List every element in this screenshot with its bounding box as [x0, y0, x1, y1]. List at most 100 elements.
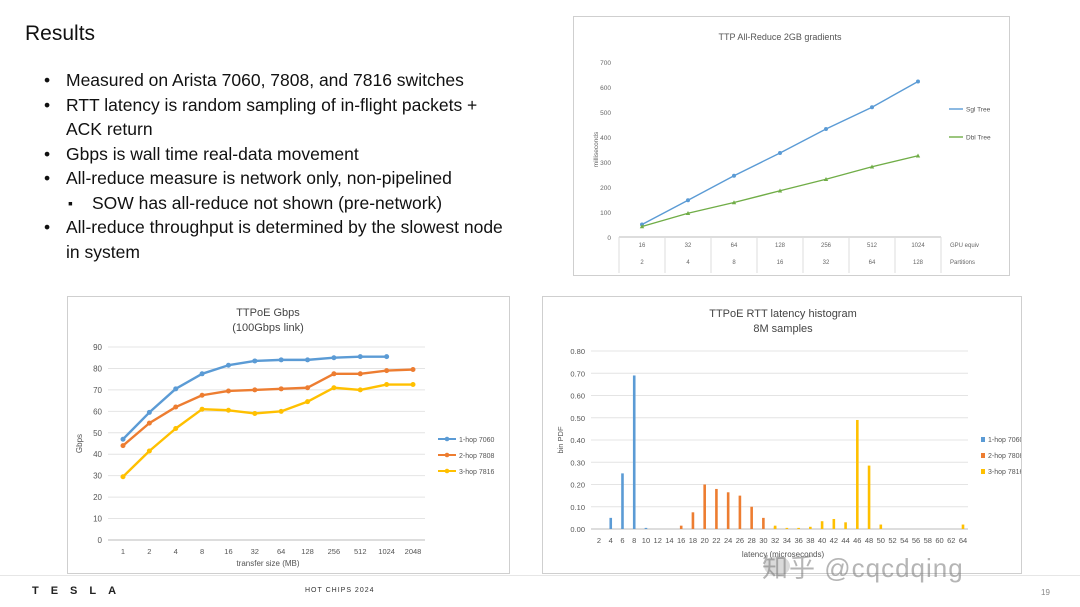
histogram-bar — [773, 525, 777, 529]
y-tick-label: 0.60 — [570, 392, 585, 401]
data-point — [331, 355, 337, 361]
x-tick-label: 256 — [821, 243, 832, 249]
histogram-bar — [785, 527, 789, 529]
data-point — [173, 386, 179, 392]
watermark: 知乎 @cqcdqing — [762, 553, 964, 583]
y-tick-label: 0.20 — [570, 481, 585, 490]
event-name: HOT CHIPS 2024 — [305, 587, 375, 594]
histogram-bar — [644, 527, 648, 529]
histogram-bar — [809, 526, 812, 529]
x-tick-label: 32 — [771, 536, 779, 545]
data-point — [777, 188, 783, 193]
histogram-bar — [632, 375, 636, 529]
data-point — [173, 404, 179, 410]
x-tick-label: 1024 — [911, 243, 925, 249]
histogram-bar — [679, 525, 683, 529]
y-tick-label: 700 — [600, 60, 611, 67]
x-tick-label: 52 — [888, 536, 896, 545]
x-tick-label: 60 — [935, 536, 943, 545]
y-tick-label: 0 — [98, 536, 103, 545]
data-point — [225, 388, 231, 394]
x-tick-label: 16 — [224, 547, 232, 556]
series-line-1-hop-7060 — [122, 355, 387, 441]
y-tick-label: 30 — [93, 472, 102, 481]
data-point — [384, 368, 390, 374]
x-tick-label: 128 — [775, 243, 786, 249]
histogram-bar — [867, 465, 871, 529]
x-tick-label: 32 — [251, 547, 259, 556]
y-tick-label: 200 — [600, 185, 611, 192]
data-point — [252, 358, 258, 364]
data-point — [199, 392, 205, 398]
wechat-icon — [764, 556, 790, 576]
x-tick-label: 48 — [865, 536, 873, 545]
bullet-item: Measured on Arista 7060, 7808, and 7816 … — [44, 68, 514, 93]
data-point — [410, 367, 416, 373]
histogram-bar — [691, 512, 695, 529]
legend-swatch — [981, 453, 985, 458]
y-axis-label: milliseconds — [593, 131, 600, 167]
legend-label: 1-hop 7060 — [988, 437, 1021, 444]
x-tick-label: 32 — [823, 260, 830, 266]
data-point — [384, 354, 390, 360]
data-point — [331, 371, 337, 377]
legend-label: 3-hop 7816 — [459, 469, 495, 476]
x-tick-label: 12 — [654, 536, 662, 545]
allreduce-chart: TTP All-Reduce 2GB gradients 0 100 200 300 40… — [593, 32, 991, 273]
y-tick-label: 10 — [93, 515, 102, 524]
x-tick-label: 34 — [783, 536, 791, 545]
x-tick-label: 62 — [947, 536, 955, 545]
data-point — [278, 408, 284, 414]
chart-subtitle: (100Gbps link) — [232, 322, 304, 334]
histogram-bar — [856, 419, 859, 529]
bullet-item: All-reduce throughput is determined by t… — [44, 215, 514, 264]
legend-label: 3-hop 7816 — [988, 469, 1021, 476]
x-tick-label: 14 — [665, 536, 673, 545]
x-tick-label: 1024 — [378, 547, 395, 556]
x-tick-label: 4 — [609, 536, 613, 545]
legend-label: 2-hop 7808 — [988, 453, 1021, 460]
data-point — [225, 362, 231, 368]
data-point — [146, 409, 152, 415]
histogram-bar — [738, 495, 742, 529]
x-tick-label: 42 — [830, 536, 838, 545]
legend-marker — [444, 468, 450, 474]
data-point — [120, 474, 126, 480]
footer-divider — [0, 575, 1080, 576]
y-tick-label: 40 — [93, 450, 102, 459]
legend-label: 1-hop 7060 — [459, 437, 495, 444]
x-tick-label: 64 — [277, 547, 285, 556]
histogram-bar — [797, 527, 800, 529]
x-axis-label: latency (microseconds) — [742, 550, 825, 559]
data-point — [357, 371, 363, 377]
bullet-item: Gbps is wall time real-data movement — [44, 142, 514, 167]
x-tick-label: 64 — [731, 243, 738, 249]
data-point — [915, 153, 921, 158]
x-tick-label: 38 — [806, 536, 814, 545]
data-point — [357, 387, 363, 393]
data-point — [305, 385, 311, 391]
data-point — [685, 211, 691, 216]
legend-label: Dbl Tree — [966, 135, 991, 142]
data-point — [731, 200, 737, 205]
data-point — [146, 420, 152, 426]
x-tick-label: 20 — [701, 536, 709, 545]
histogram-bar — [832, 518, 836, 529]
tesla-logo: TESLA — [32, 585, 129, 597]
x-tick-label: 56 — [912, 536, 920, 545]
histogram-bar — [621, 473, 624, 529]
x-tick-label: 32 — [685, 243, 692, 249]
x-tick-label: 26 — [736, 536, 744, 545]
y-tick-label: 0.30 — [570, 458, 585, 467]
x-tick-label: 64 — [869, 260, 876, 266]
x-tick-label: 40 — [818, 536, 826, 545]
data-point — [120, 443, 126, 449]
legend-swatch — [981, 469, 985, 474]
y-tick-label: 0.80 — [570, 347, 585, 356]
data-point — [410, 382, 416, 388]
gbps-chart-panel: TTPoE Gbps (100Gbps link) 0 10 20 30 40 50 60 70 8… — [67, 296, 510, 574]
data-point — [252, 387, 258, 393]
data-point — [778, 151, 782, 155]
x-tick-label: 4 — [686, 260, 690, 266]
gbps-chart: TTPoE Gbps (100Gbps link) 0 10 20 30 40 50 60 70 8… — [75, 307, 495, 568]
